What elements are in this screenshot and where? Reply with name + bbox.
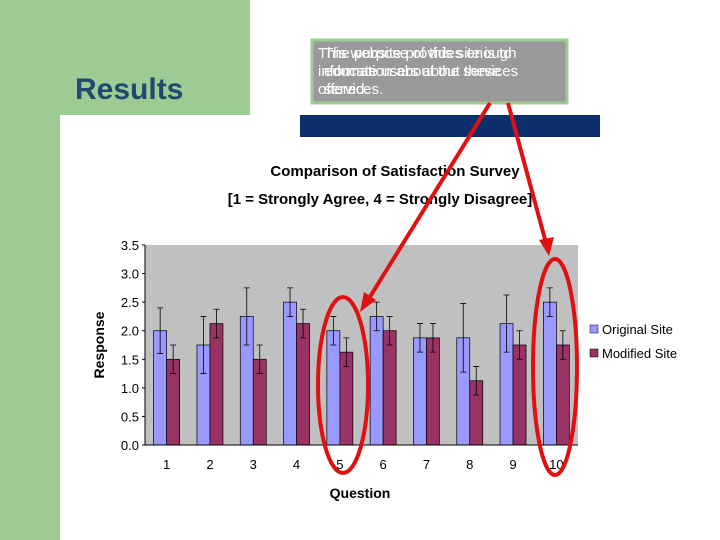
arrow-head	[539, 237, 554, 256]
y-tick-label: 3.5	[121, 238, 139, 253]
y-axis-title: Response	[91, 311, 107, 378]
y-tick-label: 2.0	[121, 324, 139, 339]
x-tick-label: 7	[423, 457, 430, 472]
y-tick-label: 0.5	[121, 409, 139, 424]
y-tick-label: 1.5	[121, 352, 139, 367]
error-bar	[416, 323, 423, 353]
error-bar	[200, 316, 207, 374]
chart-subtitle: [1 = Strongly Agree, 4 = Strongly Disagr…	[228, 191, 533, 208]
x-tick-label: 8	[466, 457, 473, 472]
legend-label: Modified Site	[602, 346, 677, 361]
bar	[283, 301, 297, 446]
x-tick-label: 9	[509, 457, 516, 472]
callout-text: This website provides enough information…	[318, 45, 519, 98]
error-bar	[460, 303, 467, 373]
error-bar	[503, 294, 510, 353]
bar	[296, 323, 310, 446]
bar	[209, 323, 224, 446]
error-bar	[213, 308, 220, 339]
y-tick-label: 0.0	[121, 438, 139, 453]
callout-area: This website provides enough information…	[318, 45, 519, 98]
highlight-ellipse	[316, 295, 370, 475]
arrow	[366, 101, 492, 302]
error-bar	[256, 344, 263, 374]
chart-title: Comparison of Satisfaction Survey	[270, 163, 520, 180]
legend-label: Original Site	[602, 322, 673, 337]
error-bar	[243, 287, 250, 346]
bar	[512, 344, 527, 446]
error-bar	[546, 287, 553, 317]
callout-box	[310, 38, 569, 105]
slide-title: Results	[75, 73, 183, 106]
bar	[382, 330, 397, 446]
error-bar	[473, 366, 480, 396]
annotations	[316, 101, 579, 477]
x-tick-label: 6	[380, 457, 387, 472]
legend-swatch	[589, 348, 599, 358]
x-tick-label: 1	[163, 457, 170, 472]
plot: 0.0 0.5 1.0 1.5 2.0 2.5 3.0 3.5 1 2 3 4 5 6 7 8 9 10 Origi…	[121, 238, 677, 472]
error-bar	[170, 344, 177, 374]
y-tick-label: 2.5	[121, 295, 139, 310]
title-bar	[300, 115, 600, 137]
y-tick-label: 1.0	[121, 381, 139, 396]
error-bar	[559, 330, 566, 360]
bar	[369, 316, 384, 446]
y-tick-label: 3.0	[121, 267, 139, 282]
arrow-head	[360, 292, 376, 312]
error-bar	[157, 307, 164, 354]
error-bar	[429, 323, 436, 353]
error-bar	[343, 337, 350, 367]
bar	[555, 344, 570, 446]
callout-text: The purpose of this site is to educate u…	[324, 45, 512, 98]
bar	[426, 337, 440, 446]
error-bar	[516, 330, 523, 360]
x-tick-label: 4	[293, 457, 300, 472]
error-bar	[287, 287, 294, 317]
legend-swatch	[589, 324, 599, 334]
bar	[542, 301, 557, 446]
error-bar	[386, 316, 393, 346]
bar	[413, 337, 427, 446]
arrow	[506, 102, 548, 244]
highlight-ellipse	[531, 257, 579, 477]
bar	[326, 330, 341, 446]
x-tick-label: 2	[206, 457, 213, 472]
x-axis-title: Question	[330, 485, 391, 501]
error-bar	[300, 308, 307, 339]
error-bar	[373, 301, 380, 332]
error-bar	[330, 316, 337, 346]
x-tick-label: 5	[336, 457, 343, 472]
corner-panel	[0, 0, 250, 115]
x-tick-label: 3	[250, 457, 257, 472]
x-tick-label: 10	[549, 457, 563, 472]
